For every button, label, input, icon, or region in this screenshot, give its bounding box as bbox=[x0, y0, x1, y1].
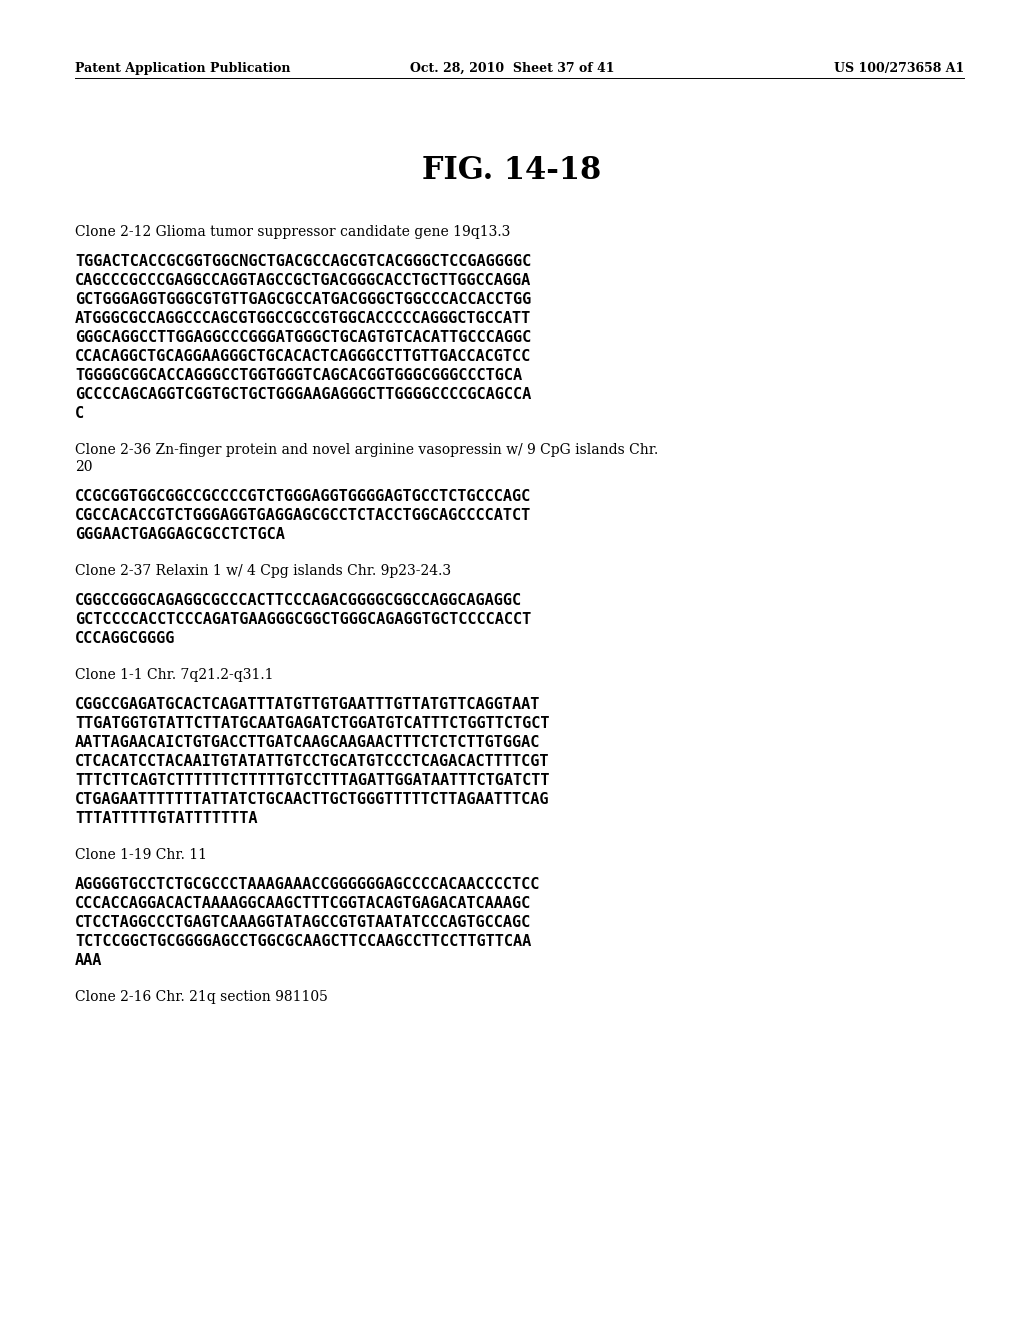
Text: CTCCTAGGCCCTGAGTCAAAGGTATAGCCGTGTAATATCCCAGTGCCAGC: CTCCTAGGCCCTGAGTCAAAGGTATAGCCGTGTAATATCC… bbox=[75, 915, 531, 931]
Text: CGGCCGGGCAGAGGCGCCCACTTCCCAGACGGGGCGGCCAGGCAGAGGC: CGGCCGGGCAGAGGCGCCCACTTCCCAGACGGGGCGGCCA… bbox=[75, 593, 522, 609]
Text: CCGCGGTGGCGGCCGCCCCGTCTGGGAGGTGGGGAGTGCCTCTGCCCAGC: CCGCGGTGGCGGCCGCCCCGTCTGGGAGGTGGGGAGTGCC… bbox=[75, 488, 531, 504]
Text: TTGATGGTGTATTCTTATGCAATGAGATCTGGATGTCATTTCTGGTTCTGCT: TTGATGGTGTATTCTTATGCAATGAGATCTGGATGTCATT… bbox=[75, 715, 550, 731]
Text: Clone 2-16 Chr. 21q section 981105: Clone 2-16 Chr. 21q section 981105 bbox=[75, 990, 328, 1005]
Text: CGCCACACCGTCTGGGAGGTGAGGAGCGCCTCTACCTGGCAGCCCCATCT: CGCCACACCGTCTGGGAGGTGAGGAGCGCCTCTACCTGGC… bbox=[75, 508, 531, 523]
Text: C: C bbox=[75, 407, 84, 421]
Text: TTTATTTTTGTATTTTTTTA: TTTATTTTTGTATTTTTTTA bbox=[75, 810, 257, 826]
Text: GCTCCCCACCTCCCAGATGAAGGGCGGCTGGGCAGAGGTGCTCCCCACCT: GCTCCCCACCTCCCAGATGAAGGGCGGCTGGGCAGAGGTG… bbox=[75, 612, 531, 627]
Text: CGGCCGAGATGCACTCAGATTTATGTTGTGAATTTGTTATGTTCAGGTAAT: CGGCCGAGATGCACTCAGATTTATGTTGTGAATTTGTTAT… bbox=[75, 697, 541, 711]
Text: GCCCCAGCAGGTCGGTGCTGCTGGGAAGAGGGCTTGGGGCCCCGCAGCCA: GCCCCAGCAGGTCGGTGCTGCTGGGAAGAGGGCTTGGGGC… bbox=[75, 387, 531, 403]
Text: Oct. 28, 2010  Sheet 37 of 41: Oct. 28, 2010 Sheet 37 of 41 bbox=[410, 62, 614, 75]
Text: ATGGGCGCCAGGCCCAGCGTGGCCGCCGTGGCACCCCCAGGGCTGCCATT: ATGGGCGCCAGGCCCAGCGTGGCCGCCGTGGCACCCCCAG… bbox=[75, 312, 531, 326]
Text: Clone 2-37 Relaxin 1 w/ 4 Cpg islands Chr. 9p23-24.3: Clone 2-37 Relaxin 1 w/ 4 Cpg islands Ch… bbox=[75, 564, 452, 578]
Text: GGGAACTGAGGAGCGCCTCTGCA: GGGAACTGAGGAGCGCCTCTGCA bbox=[75, 527, 285, 543]
Text: TCTCCGGCTGCGGGGAGCCTGGCGCAAGCTTCCAAGCCTTCCTTGTTCAA: TCTCCGGCTGCGGGGAGCCTGGCGCAAGCTTCCAAGCCTT… bbox=[75, 935, 531, 949]
Text: Patent Application Publication: Patent Application Publication bbox=[75, 62, 291, 75]
Text: AATTAGAACAICTGTGACCTTGATCAAGCAAGAACTTTCTCTCTTGTGGAC: AATTAGAACAICTGTGACCTTGATCAAGCAAGAACTTTCT… bbox=[75, 735, 541, 750]
Text: Clone 2-36 Zn-finger protein and novel arginine vasopressin w/ 9 CpG islands Chr: Clone 2-36 Zn-finger protein and novel a… bbox=[75, 444, 658, 457]
Text: CCACAGGCTGCAGGAAGGGCTGCACACTCAGGGCCTTGTTGACCACGTCC: CCACAGGCTGCAGGAAGGGCTGCACACTCAGGGCCTTGTT… bbox=[75, 348, 531, 364]
Text: AAA: AAA bbox=[75, 953, 102, 968]
Text: TGGACTCACCGCGGTGGCNGCTGACGCCAGCGTCACGGGCTCCGAGGGGC: TGGACTCACCGCGGTGGCNGCTGACGCCAGCGTCACGGGC… bbox=[75, 253, 531, 269]
Text: CTCACATCCTACAAITGTATATTGTCCTGCATGTCCCTCAGACACTTTTCGT: CTCACATCCTACAAITGTATATTGTCCTGCATGTCCCTCA… bbox=[75, 754, 550, 770]
Text: AGGGGTGCCTCTGCGCCCTAAAGAAACCGGGGGGAGCCCCACAACCCCTCC: AGGGGTGCCTCTGCGCCCTAAAGAAACCGGGGGGAGCCCC… bbox=[75, 876, 541, 892]
Text: Clone 1-19 Chr. 11: Clone 1-19 Chr. 11 bbox=[75, 847, 207, 862]
Text: GCTGGGAGGTGGGCGTGTTGAGCGCCATGACGGGCTGGCCCACCACCTGG: GCTGGGAGGTGGGCGTGTTGAGCGCCATGACGGGCTGGCC… bbox=[75, 292, 531, 308]
Text: FIG. 14-18: FIG. 14-18 bbox=[422, 154, 602, 186]
Text: CCCACCAGGACACTAAAAGGCAAGCTTTCGGTACAGTGAGACATCAAAGC: CCCACCAGGACACTAAAAGGCAAGCTTTCGGTACAGTGAG… bbox=[75, 896, 531, 911]
Text: US 100/273658 A1: US 100/273658 A1 bbox=[834, 62, 964, 75]
Text: CAGCCCGCCCGAGGCCAGGTAGCCGCTGACGGGCACCTGCTTGGCCAGGA: CAGCCCGCCCGAGGCCAGGTAGCCGCTGACGGGCACCTGC… bbox=[75, 273, 531, 288]
Text: Clone 2-12 Glioma tumor suppressor candidate gene 19q13.3: Clone 2-12 Glioma tumor suppressor candi… bbox=[75, 224, 510, 239]
Text: 20: 20 bbox=[75, 459, 92, 474]
Text: TGGGGCGGCACCAGGGCCTGGTGGGTCAGCACGGTGGGCGGGCCCTGCA: TGGGGCGGCACCAGGGCCTGGTGGGTCAGCACGGTGGGCG… bbox=[75, 368, 522, 383]
Text: GGGCAGGCCTTGGAGGCCCGGGATGGGCTGCAGTGTCACATTGCCCAGGC: GGGCAGGCCTTGGAGGCCCGGGATGGGCTGCAGTGTCACA… bbox=[75, 330, 531, 345]
Text: CCCAGGCGGGG: CCCAGGCGGGG bbox=[75, 631, 175, 645]
Text: TTTCTTCAGTCTTTTTTCTTTTTGTCCTTTAGATTGGATAATTTCTGATCTT: TTTCTTCAGTCTTTTTTCTTTTTGTCCTTTAGATTGGATA… bbox=[75, 774, 550, 788]
Text: CTGAGAATTTTTTTATTATCTGCAACTTGCTGGGTTTTTCTTAGAATTTCAG: CTGAGAATTTTTTTATTATCTGCAACTTGCTGGGTTTTTC… bbox=[75, 792, 550, 807]
Text: Clone 1-1 Chr. 7q21.2-q31.1: Clone 1-1 Chr. 7q21.2-q31.1 bbox=[75, 668, 273, 682]
